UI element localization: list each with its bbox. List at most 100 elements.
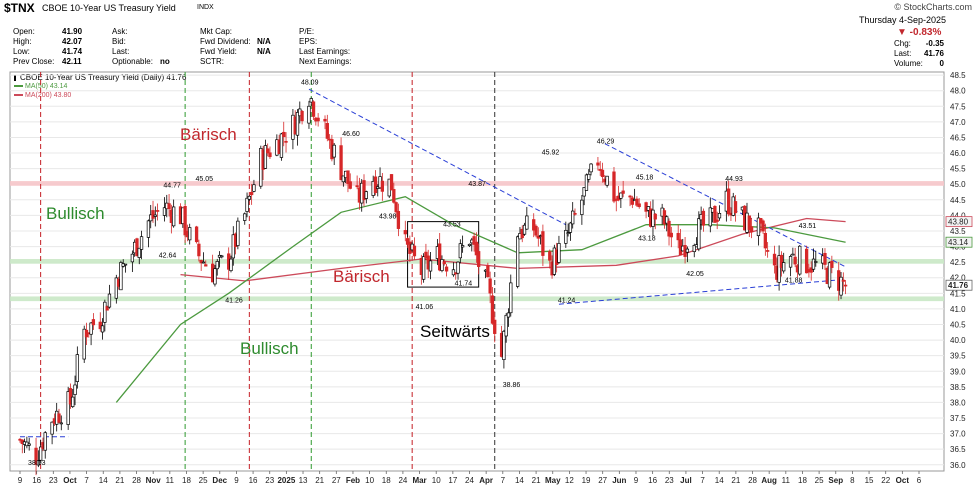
candle-body [522, 224, 527, 235]
security-name: CBOE 10-Year US Treasury Yield [42, 3, 176, 13]
price-annotation: 46.29 [597, 139, 615, 146]
x-tick-label: 23 [665, 476, 674, 485]
candle-body [756, 217, 761, 237]
y-tick-label: 47.5 [950, 102, 966, 111]
candle-body [713, 205, 717, 223]
trend-label: Bullisch [46, 204, 105, 223]
candle-body [403, 230, 407, 235]
candle-body [135, 238, 139, 257]
trend-label: Bullisch [240, 339, 299, 358]
candle-body [204, 264, 208, 267]
candle-body [798, 245, 802, 275]
price-annotation: 43.87 [468, 181, 486, 188]
candle-body [323, 118, 327, 122]
candle-body [172, 206, 176, 227]
candle-body [747, 215, 751, 230]
candle-body [123, 263, 128, 266]
candle-body [201, 261, 206, 264]
candle-body [628, 195, 632, 198]
y-tick-label: 36.0 [950, 461, 966, 470]
candle-body [612, 171, 616, 202]
price-tag-label: 43.14 [948, 238, 969, 247]
candle-body [830, 260, 834, 268]
x-tick-label: 9 [234, 476, 239, 485]
candle-body [488, 278, 492, 294]
x-tick-label: 24 [398, 476, 407, 485]
x-tick-label: Apr [479, 476, 493, 485]
candle-body [692, 244, 696, 253]
quote-field-value: 42.07 [62, 37, 83, 46]
candle-body [791, 253, 795, 256]
candle-body [75, 354, 79, 382]
x-tick-label: Jul [680, 476, 692, 485]
change-percent: ▼ -0.83% [897, 27, 942, 38]
level-band [10, 296, 944, 302]
exchange: INDX [197, 4, 214, 11]
x-tick-label: 14 [515, 476, 524, 485]
candle-body [777, 255, 781, 283]
x-tick-label: 8 [850, 476, 855, 485]
candle-body [504, 314, 508, 337]
y-tick-label: 40.0 [950, 336, 966, 345]
candle-body [34, 447, 38, 465]
y-tick-label: 47.0 [950, 118, 966, 127]
y-tick-label: 39.5 [950, 352, 966, 361]
quote-field-label: Last Earnings: [299, 47, 351, 56]
candle-body [444, 266, 449, 272]
quote-field-value: 41.90 [62, 27, 83, 36]
quote-stat-value: 41.76 [923, 49, 944, 58]
price-annotation: 45.05 [195, 176, 213, 183]
candle-body [162, 207, 167, 216]
quote-stat-label: Volume: [894, 59, 923, 68]
candle-body [843, 284, 848, 287]
x-tick-label: 7 [700, 476, 705, 485]
quote-field-label: P/E: [299, 27, 315, 36]
quote-field-label: High: [13, 37, 32, 46]
candle-body [183, 206, 187, 236]
price-annotation: 42.05 [686, 271, 704, 278]
candle-body [566, 232, 570, 235]
x-tick-label: 28 [748, 476, 757, 485]
quote-field-label: Mkt Cap: [200, 27, 233, 36]
quote-field-value: N/A [257, 37, 271, 46]
x-tick-label: 18 [182, 476, 191, 485]
candle-body [300, 110, 304, 122]
candle-body [284, 140, 288, 143]
price-annotation: 38.03 [28, 460, 46, 467]
price-annotation: 42.64 [159, 252, 177, 259]
candle-body [761, 220, 765, 232]
quote-field-label: Next Earnings: [299, 57, 352, 66]
candle-body [584, 174, 589, 191]
candle-body [339, 145, 343, 181]
legend-ma50: MA(50) 43.14 [14, 83, 67, 90]
price-annotation: 43.18 [638, 235, 656, 242]
legend-ma200: MA(200) 43.80 [14, 92, 71, 99]
y-tick-label: 44.5 [950, 196, 966, 205]
candle-body [573, 212, 577, 215]
candle-body [380, 180, 385, 192]
quote-date: Thursday 4-Sep-2025 [858, 15, 946, 25]
candle-body [727, 188, 731, 215]
candle-body [472, 236, 476, 245]
candle-body [71, 396, 75, 407]
candle-body [346, 170, 350, 184]
candle-body [568, 222, 573, 233]
x-tick-label: 22 [881, 476, 890, 485]
trendline [308, 88, 567, 226]
candle-body [619, 192, 623, 199]
y-tick-label: 43.5 [950, 227, 966, 236]
candle-body [653, 213, 657, 220]
candle-body [245, 197, 249, 212]
candle-body [188, 227, 192, 241]
candle-body [213, 268, 217, 285]
quote-field-value: 42.11 [62, 57, 82, 66]
candle-body [146, 220, 151, 238]
candle-body [364, 191, 368, 199]
price-annotation: 41.88 [785, 277, 803, 284]
candle-body [571, 210, 575, 225]
price-annotation: 41.24 [558, 298, 576, 305]
candle-body [311, 101, 316, 117]
candle-body [137, 247, 141, 258]
candle-body [252, 184, 256, 192]
x-tick-label: Sep [828, 476, 843, 485]
